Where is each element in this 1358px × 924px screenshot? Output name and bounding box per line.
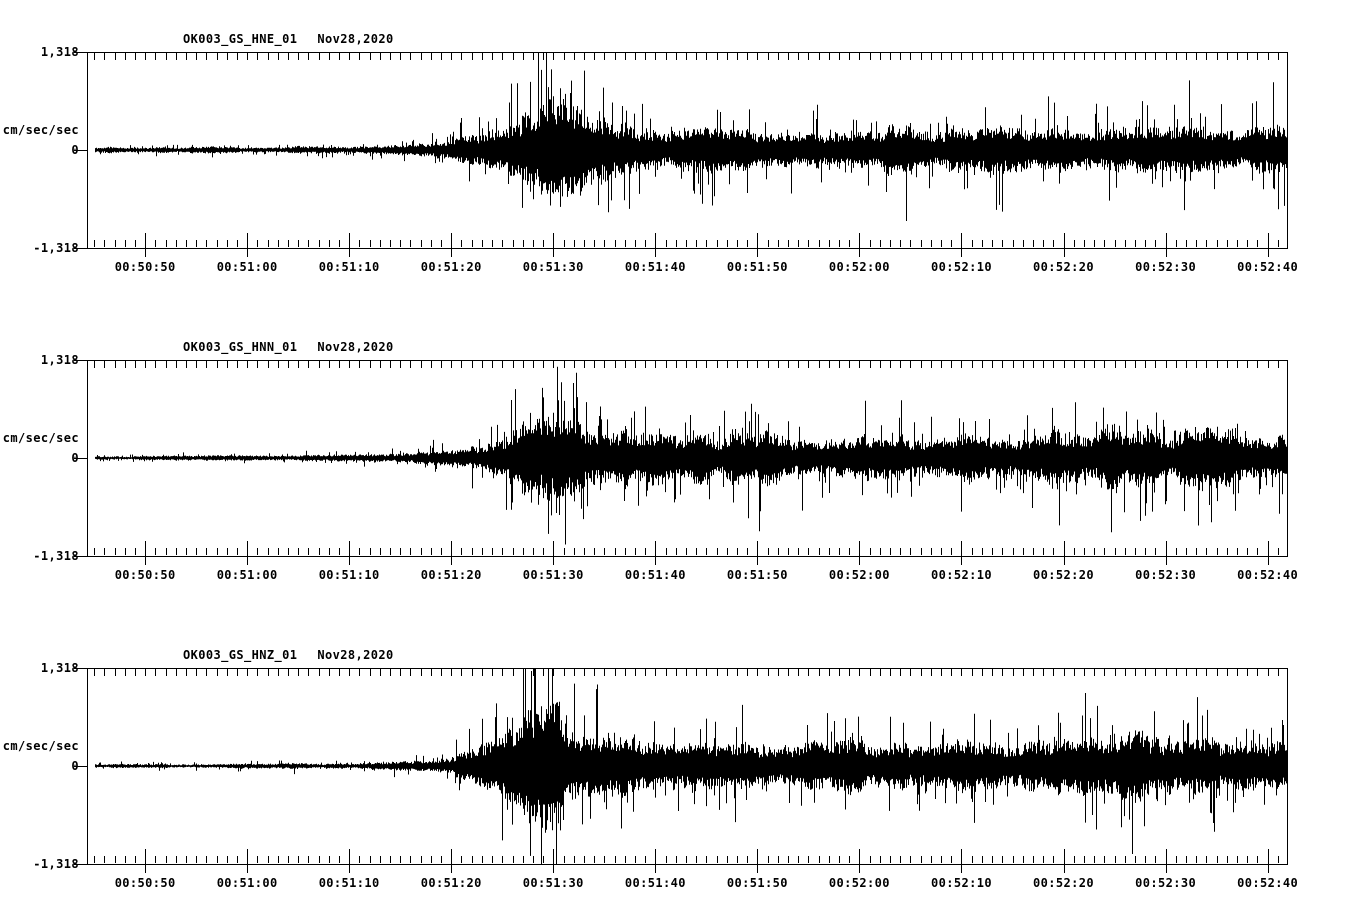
axis-ticks: [74, 52, 1279, 257]
waveform-trace: [95, 668, 1287, 864]
x-tick-label: 00:52:00: [828, 260, 890, 274]
x-tick-label: 00:51:10: [318, 876, 380, 890]
x-tick-label: 00:51:30: [522, 876, 584, 890]
y-tick-label-max: 1,318: [40, 353, 79, 367]
x-tick-label: 00:51:50: [726, 876, 788, 890]
x-tick-label: 00:52:20: [1033, 260, 1094, 274]
x-tick-label: 00:51:00: [216, 260, 278, 274]
waveform-trace: [95, 366, 1287, 545]
x-tick-label: 00:51:20: [420, 568, 482, 582]
x-tick-label: 00:52:40: [1237, 568, 1299, 582]
panel-title: OK003_GS_HNE_01 Nov28,2020: [183, 32, 394, 46]
x-tick-label: 00:52:20: [1033, 876, 1094, 890]
y-tick-label-max: 1,318: [40, 45, 79, 59]
seismogram-panel-hne: OK003_GS_HNE_01 Nov28,2020 1,318 cm/sec/s…: [0, 0, 1358, 308]
x-tick-label: 00:52:20: [1033, 568, 1094, 582]
x-tick-label: 00:51:20: [420, 260, 482, 274]
x-tick-label: 00:51:10: [318, 260, 380, 274]
x-tick-label: 00:51:40: [624, 876, 686, 890]
seismogram-panel-hnn: OK003_GS_HNN_01 Nov28,2020 1,318 cm/sec/s…: [0, 308, 1358, 616]
x-tick-label: 00:52:10: [931, 260, 992, 274]
x-tick-label: 00:52:30: [1135, 568, 1197, 582]
axis-ticks: [74, 360, 1279, 565]
y-tick-label-min: -1,318: [33, 857, 79, 871]
y-tick-label-min: -1,318: [33, 549, 79, 563]
x-tick-label: 00:52:00: [828, 568, 890, 582]
x-tick-label: 00:52:00: [828, 876, 890, 890]
x-tick-label: 00:52:10: [931, 876, 992, 890]
x-tick-label: 00:50:50: [114, 876, 176, 890]
x-tick-label: 00:52:40: [1237, 876, 1299, 890]
y-axis-unit-label: cm/sec/sec: [2, 123, 79, 137]
x-tick-label: 00:51:30: [522, 568, 584, 582]
panel-title: OK003_GS_HNZ_01 Nov28,2020: [183, 648, 394, 662]
x-tick-label: 00:51:10: [318, 568, 380, 582]
y-tick-label-min: -1,318: [33, 241, 79, 255]
x-tick-label: 00:51:00: [216, 876, 278, 890]
x-tick-label: 00:51:40: [624, 568, 686, 582]
x-tick-label: 00:51:40: [624, 260, 686, 274]
x-tick-label: 00:51:50: [726, 568, 788, 582]
date-label: Nov28,2020: [317, 32, 394, 46]
seismogram-panel-hnz: OK003_GS_HNZ_01 Nov28,2020 1,318 cm/sec/s…: [0, 616, 1358, 924]
axis-ticks: [74, 668, 1279, 873]
date-label: Nov28,2020: [317, 340, 394, 354]
x-tick-label: 00:51:00: [216, 568, 278, 582]
waveform-plot: [74, 360, 1288, 565]
x-tick-label: 00:52:30: [1135, 260, 1197, 274]
waveform-plot: [74, 668, 1288, 873]
station-channel-label: OK003_GS_HNE_01: [183, 32, 298, 46]
x-tick-label: 00:51:30: [522, 260, 584, 274]
y-tick-label-max: 1,318: [40, 661, 79, 675]
x-tick-label: 00:52:30: [1135, 876, 1197, 890]
y-axis-unit-label: cm/sec/sec: [2, 431, 79, 445]
panel-title: OK003_GS_HNN_01 Nov28,2020: [183, 340, 394, 354]
x-tick-label: 00:52:40: [1237, 260, 1299, 274]
waveform-trace: [95, 52, 1287, 221]
y-axis-unit-label: cm/sec/sec: [2, 739, 79, 753]
date-label: Nov28,2020: [317, 648, 394, 662]
station-channel-label: OK003_GS_HNZ_01: [183, 648, 298, 662]
x-tick-label: 00:52:10: [931, 568, 992, 582]
station-channel-label: OK003_GS_HNN_01: [183, 340, 298, 354]
x-tick-label: 00:51:50: [726, 260, 788, 274]
x-tick-label: 00:51:20: [420, 876, 482, 890]
x-tick-label: 00:50:50: [114, 568, 176, 582]
waveform-plot: [74, 52, 1288, 257]
x-tick-label: 00:50:50: [114, 260, 176, 274]
